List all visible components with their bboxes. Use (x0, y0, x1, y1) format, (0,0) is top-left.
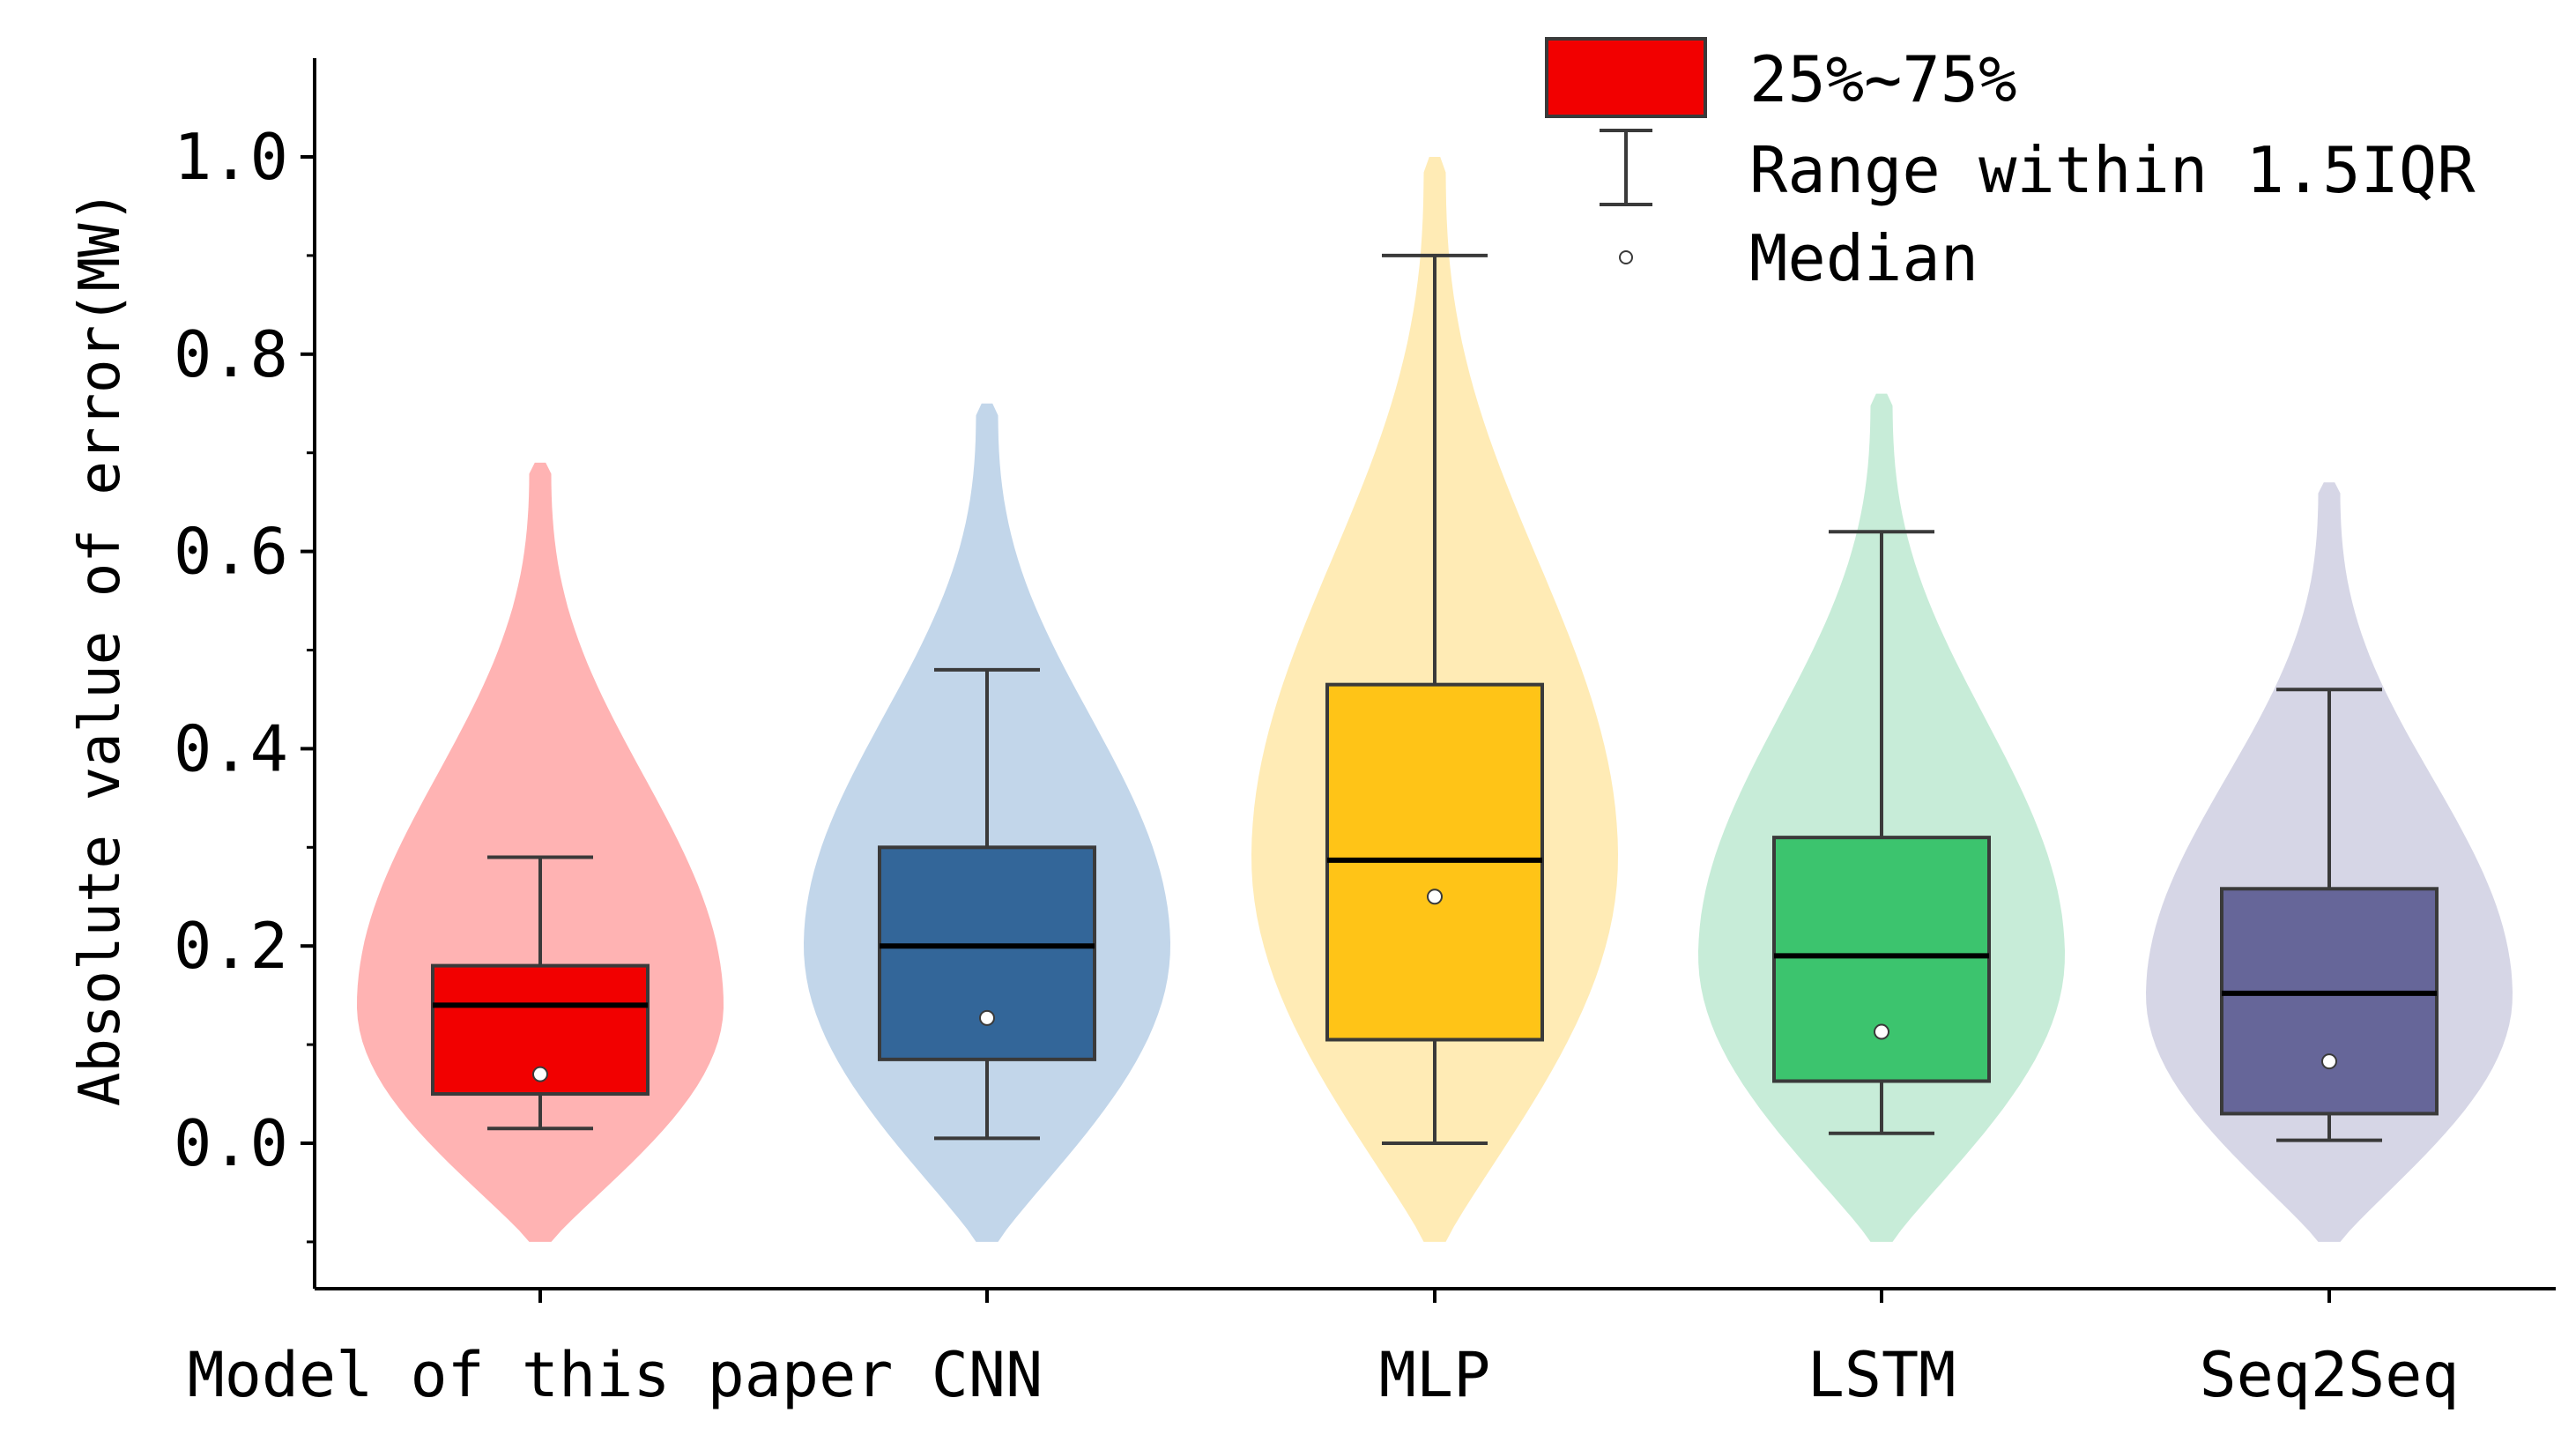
x-tick-label-seq2seq: Seq2Seq (2199, 1339, 2459, 1411)
legend-median-marker (1619, 250, 1633, 264)
y-tick-label: 0.0 (174, 1106, 288, 1180)
median-point-lstm (1874, 1023, 1889, 1040)
y-axis-title: Absolute value of error(MW) (68, 190, 133, 1106)
y-tick-label: 0.8 (174, 317, 288, 391)
legend-whisker-symbol (1600, 129, 1652, 206)
x-tick-label-cnn: CNN (932, 1339, 1043, 1411)
x-tick-label-lstm: LSTM (1808, 1339, 1956, 1411)
legend-box-swatch (1545, 37, 1707, 118)
y-ticks-layer: 0.0 0.2 0.4 0.6 0.8 1.0 (174, 120, 315, 1244)
x-tick-label-model-of-this-paper: Model of this paper (188, 1339, 894, 1411)
box-lstm (1772, 836, 1991, 1083)
y-tick-label: 1.0 (174, 120, 288, 194)
x-labels-layer: Model of this paper CNN MLP LSTM Seq2Seq (188, 1289, 2460, 1411)
x-tick-label-mlp: MLP (1379, 1339, 1490, 1411)
legend-box-label: 25%~75% (1749, 42, 2016, 116)
legend-median-label: Median (1749, 221, 1978, 295)
median-point-seq2seq (2321, 1053, 2337, 1070)
median-point-model-of-this-paper (532, 1066, 548, 1082)
box-cnn (878, 845, 1096, 1061)
legend: 25%~75% Range within 1.5IQR Median (1545, 37, 2476, 295)
y-tick-label: 0.6 (174, 515, 288, 589)
y-tick-label: 0.4 (174, 711, 288, 785)
boxes-layer (431, 253, 2439, 1145)
legend-whisker-label: Range within 1.5IQR (1749, 133, 2476, 207)
y-tick-label: 0.2 (174, 909, 288, 983)
median-point-cnn (979, 1009, 995, 1026)
box-seq2seq (2220, 887, 2439, 1116)
median-point-mlp (1427, 889, 1443, 905)
